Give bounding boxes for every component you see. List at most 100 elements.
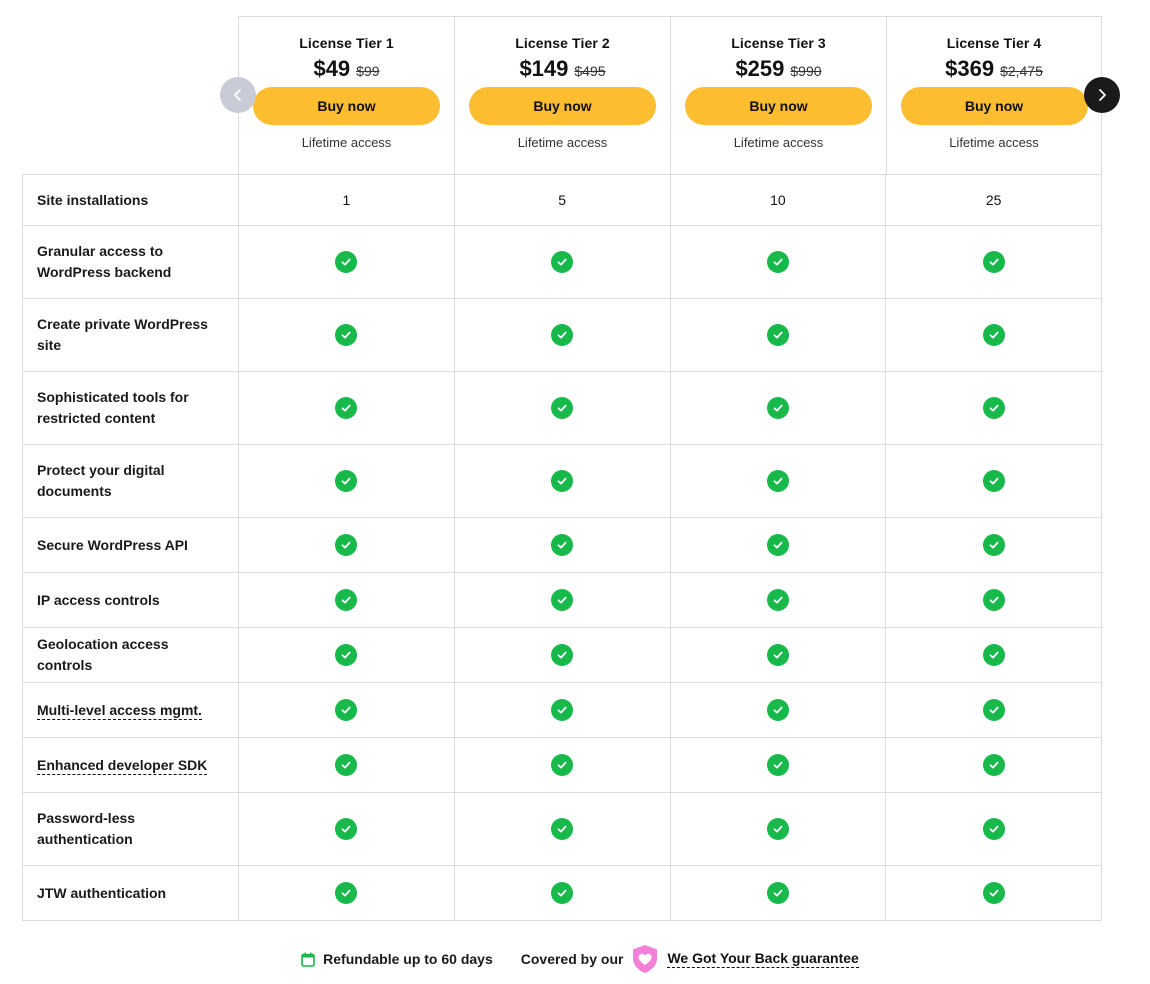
current-price: $369 xyxy=(945,56,995,81)
feature-value-cell xyxy=(453,792,671,866)
feature-label: Granular access to WordPress backend xyxy=(37,243,172,280)
check-circle-icon xyxy=(335,699,358,721)
feature-value-cell xyxy=(885,298,1102,372)
access-note: Lifetime access xyxy=(517,135,608,150)
tier-name: License Tier 2 xyxy=(515,35,610,51)
check-circle-icon xyxy=(982,754,1005,776)
tier-price: $149 $495 xyxy=(519,56,605,82)
check-circle-icon xyxy=(551,589,574,611)
check-circle-icon xyxy=(982,324,1005,346)
feature-value-cell: 25 xyxy=(885,174,1102,226)
access-note: Lifetime access xyxy=(733,135,824,150)
check-circle-icon xyxy=(982,882,1005,904)
feature-label: Create private WordPress site xyxy=(37,316,208,353)
buy-now-button-tier-1[interactable]: Buy now xyxy=(253,87,440,125)
feature-label: Password-less authentication xyxy=(37,810,136,847)
feature-label: IP access controls xyxy=(37,591,160,608)
buy-now-button-tier-2[interactable]: Buy now xyxy=(469,87,656,125)
access-note: Lifetime access xyxy=(949,135,1039,150)
feature-value-cell xyxy=(669,682,887,738)
check-circle-icon xyxy=(766,397,789,419)
check-circle-icon xyxy=(766,589,789,611)
original-price: $99 xyxy=(356,63,380,79)
feature-label-cell: Secure WordPress API xyxy=(22,517,239,573)
feature-label: Secure WordPress API xyxy=(37,536,188,553)
refund-text: Refundable up to 60 days xyxy=(323,951,493,967)
feature-label-tooltip[interactable]: Multi-level access mgmt. xyxy=(37,701,202,720)
tier-name: License Tier 4 xyxy=(946,35,1042,51)
tier-price: $369 $2,475 xyxy=(945,56,1043,82)
feature-value: 1 xyxy=(342,192,351,208)
feature-value-cell xyxy=(669,572,887,628)
buy-now-button-tier-3[interactable]: Buy now xyxy=(685,87,872,125)
feature-value-cell xyxy=(669,737,887,793)
feature-value-cell xyxy=(885,517,1102,573)
check-circle-icon xyxy=(551,644,574,666)
check-circle-icon xyxy=(551,534,574,556)
tier-price: $259 $990 xyxy=(735,56,821,82)
tier-name: License Tier 3 xyxy=(731,35,826,51)
next-tier-button[interactable] xyxy=(1084,77,1120,113)
feature-value-cell: 1 xyxy=(238,174,455,226)
feature-row: Protect your digital documents xyxy=(22,444,1102,518)
feature-row: Sophisticated tools for restricted conte… xyxy=(22,371,1102,445)
feature-row: Multi-level access mgmt. xyxy=(22,682,1102,738)
previous-tier-button[interactable] xyxy=(220,77,256,113)
feature-value-cell xyxy=(453,627,671,683)
feature-row: Geolocation access controls xyxy=(22,627,1102,683)
current-price: $149 xyxy=(519,56,569,81)
feature-label-cell: Password-less authentication xyxy=(22,792,239,866)
feature-value-cell xyxy=(453,517,671,573)
feature-value-cell xyxy=(453,865,671,921)
check-circle-icon xyxy=(982,699,1005,721)
refund-info: Refundable up to 60 days xyxy=(301,951,493,967)
check-circle-icon xyxy=(982,534,1005,556)
feature-value-cell xyxy=(885,792,1102,866)
check-circle-icon xyxy=(766,818,789,840)
feature-value-cell xyxy=(885,865,1102,921)
feature-value: 5 xyxy=(558,192,567,208)
feature-value-cell xyxy=(885,444,1102,518)
feature-value-cell xyxy=(238,682,455,738)
feature-value-cell xyxy=(453,298,671,372)
check-circle-icon xyxy=(335,818,358,840)
feature-row: JTW authentication xyxy=(22,865,1102,921)
feature-row: Create private WordPress site xyxy=(22,298,1102,372)
check-circle-icon xyxy=(766,534,789,556)
feature-value-cell xyxy=(885,737,1102,793)
feature-row: Secure WordPress API xyxy=(22,517,1102,573)
check-circle-icon xyxy=(551,470,574,492)
feature-table: Site installations 1 5 10 25 Granular access … xyxy=(22,174,1102,921)
check-circle-icon xyxy=(551,251,574,273)
feature-value-cell: 10 xyxy=(669,174,887,226)
guarantee-footer: Refundable up to 60 days Covered by our … xyxy=(0,942,1150,976)
check-circle-icon xyxy=(335,251,358,273)
check-circle-icon xyxy=(766,699,789,721)
access-note: Lifetime access xyxy=(301,135,392,150)
feature-label-cell: IP access controls xyxy=(22,572,239,628)
chevron-left-icon xyxy=(234,89,241,101)
feature-value-cell xyxy=(238,298,455,372)
feature-value-cell xyxy=(669,298,887,372)
check-circle-icon xyxy=(335,470,358,492)
guarantee-link[interactable]: We Got Your Back guarantee xyxy=(667,950,859,968)
check-circle-icon xyxy=(551,699,574,721)
pricing-table: License Tier 1 $49 $99 Buy now Lifetime … xyxy=(22,16,1102,921)
feature-label: Geolocation access controls xyxy=(37,636,169,673)
covered-info: Covered by our We Got Your Back guarante… xyxy=(521,944,859,974)
buy-now-button-tier-4[interactable]: Buy now xyxy=(900,87,1088,125)
feature-value-cell xyxy=(885,572,1102,628)
feature-value-cell xyxy=(885,627,1102,683)
feature-label-cell: Granular access to WordPress backend xyxy=(22,225,239,299)
check-circle-icon xyxy=(335,534,358,556)
check-circle-icon xyxy=(551,818,574,840)
tier-name: License Tier 1 xyxy=(299,35,394,51)
header-spacer xyxy=(22,16,238,174)
feature-label-cell: Site installations xyxy=(22,174,239,226)
feature-value-cell xyxy=(238,792,455,866)
check-circle-icon xyxy=(335,324,358,346)
feature-value-cell xyxy=(669,444,887,518)
feature-value-cell xyxy=(669,371,887,445)
feature-value-cell xyxy=(885,225,1102,299)
feature-label-tooltip[interactable]: Enhanced developer SDK xyxy=(37,756,208,775)
